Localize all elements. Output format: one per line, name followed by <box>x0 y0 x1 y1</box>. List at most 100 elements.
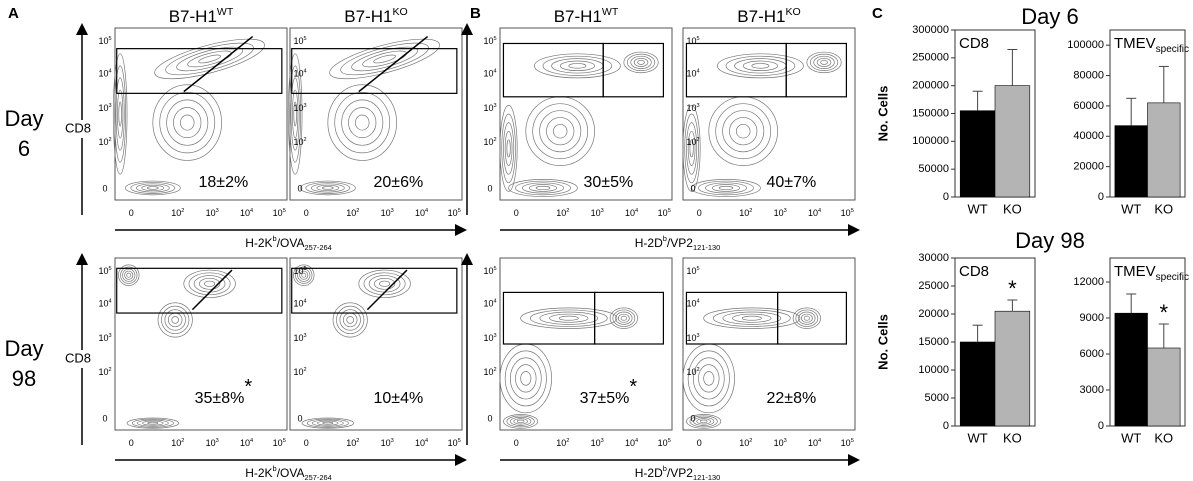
flow-x-tick-label-sup: 4 <box>635 208 638 214</box>
gate-divider <box>358 36 429 93</box>
flow-y-tick-label: 105 <box>483 266 496 276</box>
flow-x-tick-label-base: 10 <box>448 208 458 218</box>
y-tick-label: 100000 <box>912 135 949 147</box>
row-label: Day <box>4 336 43 361</box>
contour <box>692 357 725 400</box>
flow-x-tick-label-base: 10 <box>556 208 566 218</box>
flow-y-tick-label: 104 <box>483 299 496 309</box>
y-tick-label: 6000 <box>1080 348 1104 360</box>
contour <box>161 305 190 335</box>
flow-y-tick-label-base: 0 <box>102 414 107 424</box>
flow-y-tick-label: 102 <box>686 368 699 378</box>
x-axis-label-sub: 257-264 <box>304 473 331 481</box>
contour <box>520 307 618 329</box>
flow-y-tick-label-sup: 2 <box>303 368 306 374</box>
contour <box>735 123 751 139</box>
contour <box>722 110 765 153</box>
flow-y-tick-label-sup: 4 <box>108 299 111 305</box>
flow-x-tick-label: 104 <box>415 208 428 218</box>
contour <box>115 77 125 151</box>
flow-x-tick-label: 0 <box>697 208 702 218</box>
flow-y-tick-label-base: 10 <box>98 103 108 113</box>
contour <box>816 57 832 67</box>
flow-x-tick-label-sup: 5 <box>668 438 671 444</box>
gate-percent-value: 10±4% <box>374 390 424 407</box>
contour <box>528 184 558 192</box>
flow-y-tick-label: 0 <box>102 414 107 424</box>
flow-x-tick-label: 104 <box>808 208 821 218</box>
x-axis-label: H-2Kb/OVA257-264 <box>245 234 332 252</box>
flow-y-tick-label-sup: 5 <box>493 36 496 42</box>
contour <box>373 54 396 64</box>
contour <box>166 99 209 146</box>
y-tick-label: 50000 <box>918 163 949 175</box>
contour <box>292 89 299 139</box>
gate-percent: 40±7% <box>767 174 817 191</box>
contour <box>499 105 518 192</box>
flow-x-tick-label: 103 <box>206 208 219 218</box>
contour <box>698 180 754 196</box>
flow-x-tick-label: 102 <box>171 208 184 218</box>
contour <box>623 51 659 74</box>
chart-title-sub: specific <box>1156 44 1189 55</box>
gate-percent: 10±4% <box>374 390 424 407</box>
flow-y-tick-label: 103 <box>293 103 306 113</box>
flow-y-tick-label: 102 <box>483 138 496 148</box>
gate <box>502 42 604 98</box>
contour <box>691 179 761 197</box>
flow-y-tick-label-base: 10 <box>98 36 108 46</box>
flow-x-tick-label: 0 <box>514 208 519 218</box>
y-tick-label: 60000 <box>1073 100 1104 112</box>
gate-percent: 37±5%* <box>580 376 638 407</box>
error-bar <box>972 324 983 342</box>
flow-x-tick-label: 103 <box>774 438 787 448</box>
flow-y-tick-label-base: 10 <box>483 69 493 79</box>
contour <box>130 182 176 194</box>
flow-x-tick-label-sup: 3 <box>216 208 219 214</box>
gate-percent-value: 37±5% <box>580 390 630 407</box>
contour <box>803 315 810 321</box>
flow-x-tick-label: 105 <box>273 208 286 218</box>
flow-x-tick-label-base: 0 <box>697 208 702 218</box>
flow-y-tick-label: 104 <box>98 69 111 79</box>
flow-x-tick-label: 104 <box>625 438 638 448</box>
flow-y-tick-label: 102 <box>483 368 496 378</box>
flow-x-tick-label-sup: 3 <box>601 438 604 444</box>
contour <box>122 268 136 282</box>
row-label: 98 <box>12 366 36 391</box>
flow-x-tick-label-base: 10 <box>591 438 601 448</box>
contour <box>806 51 842 74</box>
contour <box>552 123 568 139</box>
flow-x-tick-label-base: 10 <box>739 438 749 448</box>
significance-mark: * <box>629 376 637 398</box>
contour <box>187 50 232 68</box>
contour <box>301 272 307 278</box>
contour <box>703 371 715 386</box>
contour <box>114 65 127 163</box>
row-label: 6 <box>18 136 30 161</box>
contour <box>362 50 407 68</box>
y-tick-label: 150000 <box>912 107 949 119</box>
flow-y-tick-label-base: 10 <box>293 138 303 148</box>
contour <box>295 266 313 284</box>
flow-y-tick-label: 103 <box>483 333 496 343</box>
flow-y-tick-label: 105 <box>686 36 699 46</box>
contour <box>316 184 340 192</box>
label-bg <box>63 120 93 138</box>
column-header-sup: WT <box>602 6 619 18</box>
contour <box>682 105 701 192</box>
flow-x-tick-label-base: 0 <box>514 208 519 218</box>
panel-label: C <box>872 5 883 22</box>
y-tick-label: 200000 <box>912 80 949 92</box>
x-axis-label-base: H-2K <box>245 466 272 480</box>
flow-y-tick-label-sup: 4 <box>493 69 496 75</box>
contour <box>522 182 564 194</box>
contour <box>637 59 645 65</box>
chart-heading: Day 98 <box>1015 228 1085 253</box>
x-axis-label-sup: b <box>273 464 277 473</box>
flow-x-tick-label: 105 <box>841 438 854 448</box>
flow-y-tick-label-base: 0 <box>297 414 302 424</box>
gate <box>116 267 283 314</box>
contour <box>293 264 315 286</box>
